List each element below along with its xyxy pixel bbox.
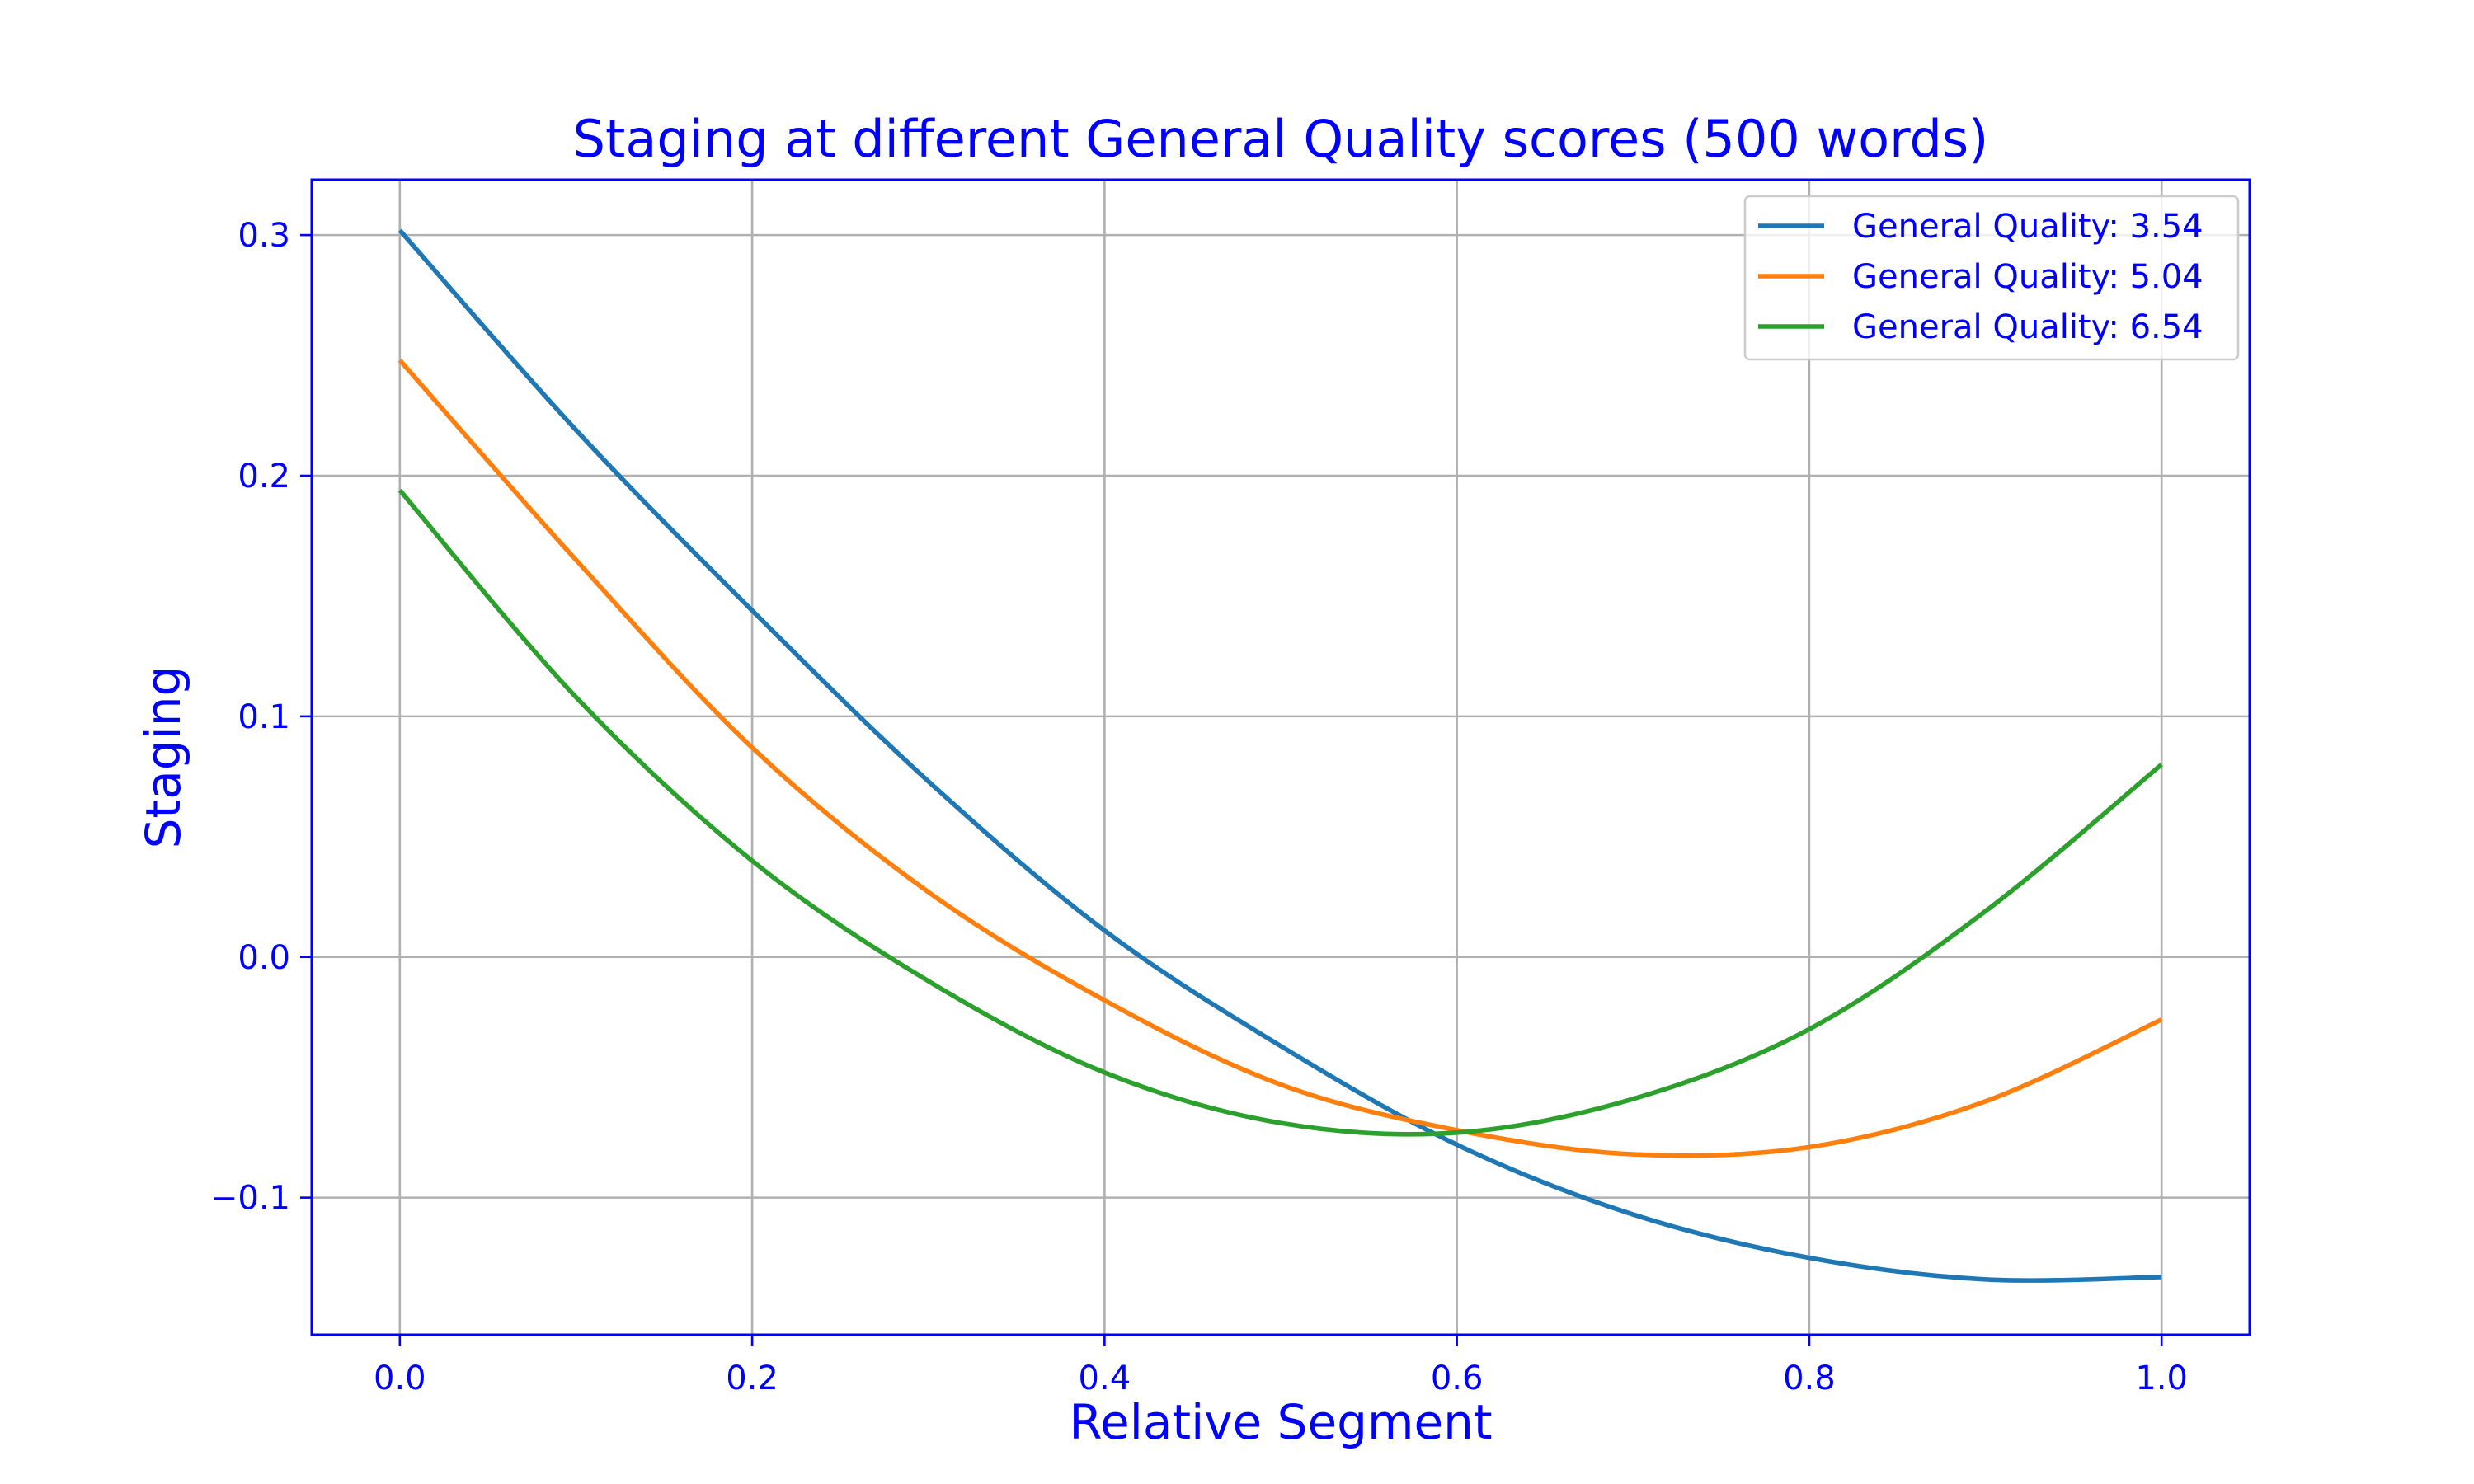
legend: General Quality: 3.54 General Quality: 5.… (1743, 195, 2240, 361)
x-tick-label: 0.0 (374, 1360, 426, 1397)
y-axis-label: Staging (135, 666, 191, 849)
plot-area-frame (310, 178, 2251, 1336)
axis-ticks: 0.0 0.2 0.4 0.6 0.8 1.0 −0.1 0.0 0.1 0.2 0.3 (210, 217, 2188, 1397)
y-tick-label: 0.2 (238, 458, 290, 495)
series-line-3 (397, 488, 2163, 1137)
x-tick-label: 0.8 (1783, 1360, 1836, 1397)
y-tick-label: 0.1 (238, 698, 290, 736)
legend-label-1: General Quality: 3.54 (1852, 208, 2204, 246)
legend-label-3: General Quality: 6.54 (1852, 308, 2204, 346)
x-tick-label: 0.2 (726, 1360, 778, 1397)
series-line-2 (397, 359, 2163, 1158)
series-line-1 (397, 228, 2162, 1283)
chart-title: Staging at different General Quality sco… (573, 109, 1989, 169)
y-tick-label: 0.3 (238, 217, 290, 255)
legend-box (1743, 195, 2240, 361)
y-tick-label: −0.1 (210, 1180, 290, 1218)
series-lines (397, 228, 2163, 1283)
x-tick-label: 0.6 (1431, 1360, 1484, 1397)
x-tick-label: 0.4 (1079, 1360, 1131, 1397)
x-tick-label: 1.0 (2135, 1360, 2188, 1397)
y-tick-label: 0.0 (238, 939, 290, 977)
legend-label-2: General Quality: 5.04 (1852, 258, 2204, 296)
x-axis-label: Relative Segment (1069, 1394, 1492, 1450)
